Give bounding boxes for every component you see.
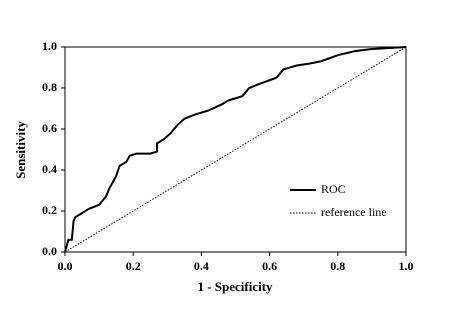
y-tick-label: 0.4	[42, 162, 57, 176]
x-tick-label: 0.0	[58, 259, 73, 273]
y-tick-label: 0.8	[42, 80, 57, 94]
y-axis-title: Sensitivity	[13, 121, 28, 179]
series-line	[64, 46, 407, 253]
legend-label: reference line	[321, 205, 387, 219]
series-line	[64, 46, 407, 253]
x-tick-label: 0.4	[194, 259, 209, 273]
y-tick-label: 1.0	[42, 39, 57, 53]
x-tick-label: 0.2	[126, 259, 141, 273]
x-tick-label: 0.6	[262, 259, 277, 273]
plot-frame	[64, 46, 407, 253]
y-tick-label: 0.0	[42, 244, 57, 258]
x-axis-title: 1 - Specificity	[197, 279, 273, 294]
x-tick-label: 1.0	[399, 259, 414, 273]
y-tick-label: 0.2	[42, 203, 57, 217]
legend-label: ROC	[321, 182, 346, 196]
x-tick-label: 0.8	[330, 259, 345, 273]
y-tick-label: 0.6	[42, 121, 57, 135]
